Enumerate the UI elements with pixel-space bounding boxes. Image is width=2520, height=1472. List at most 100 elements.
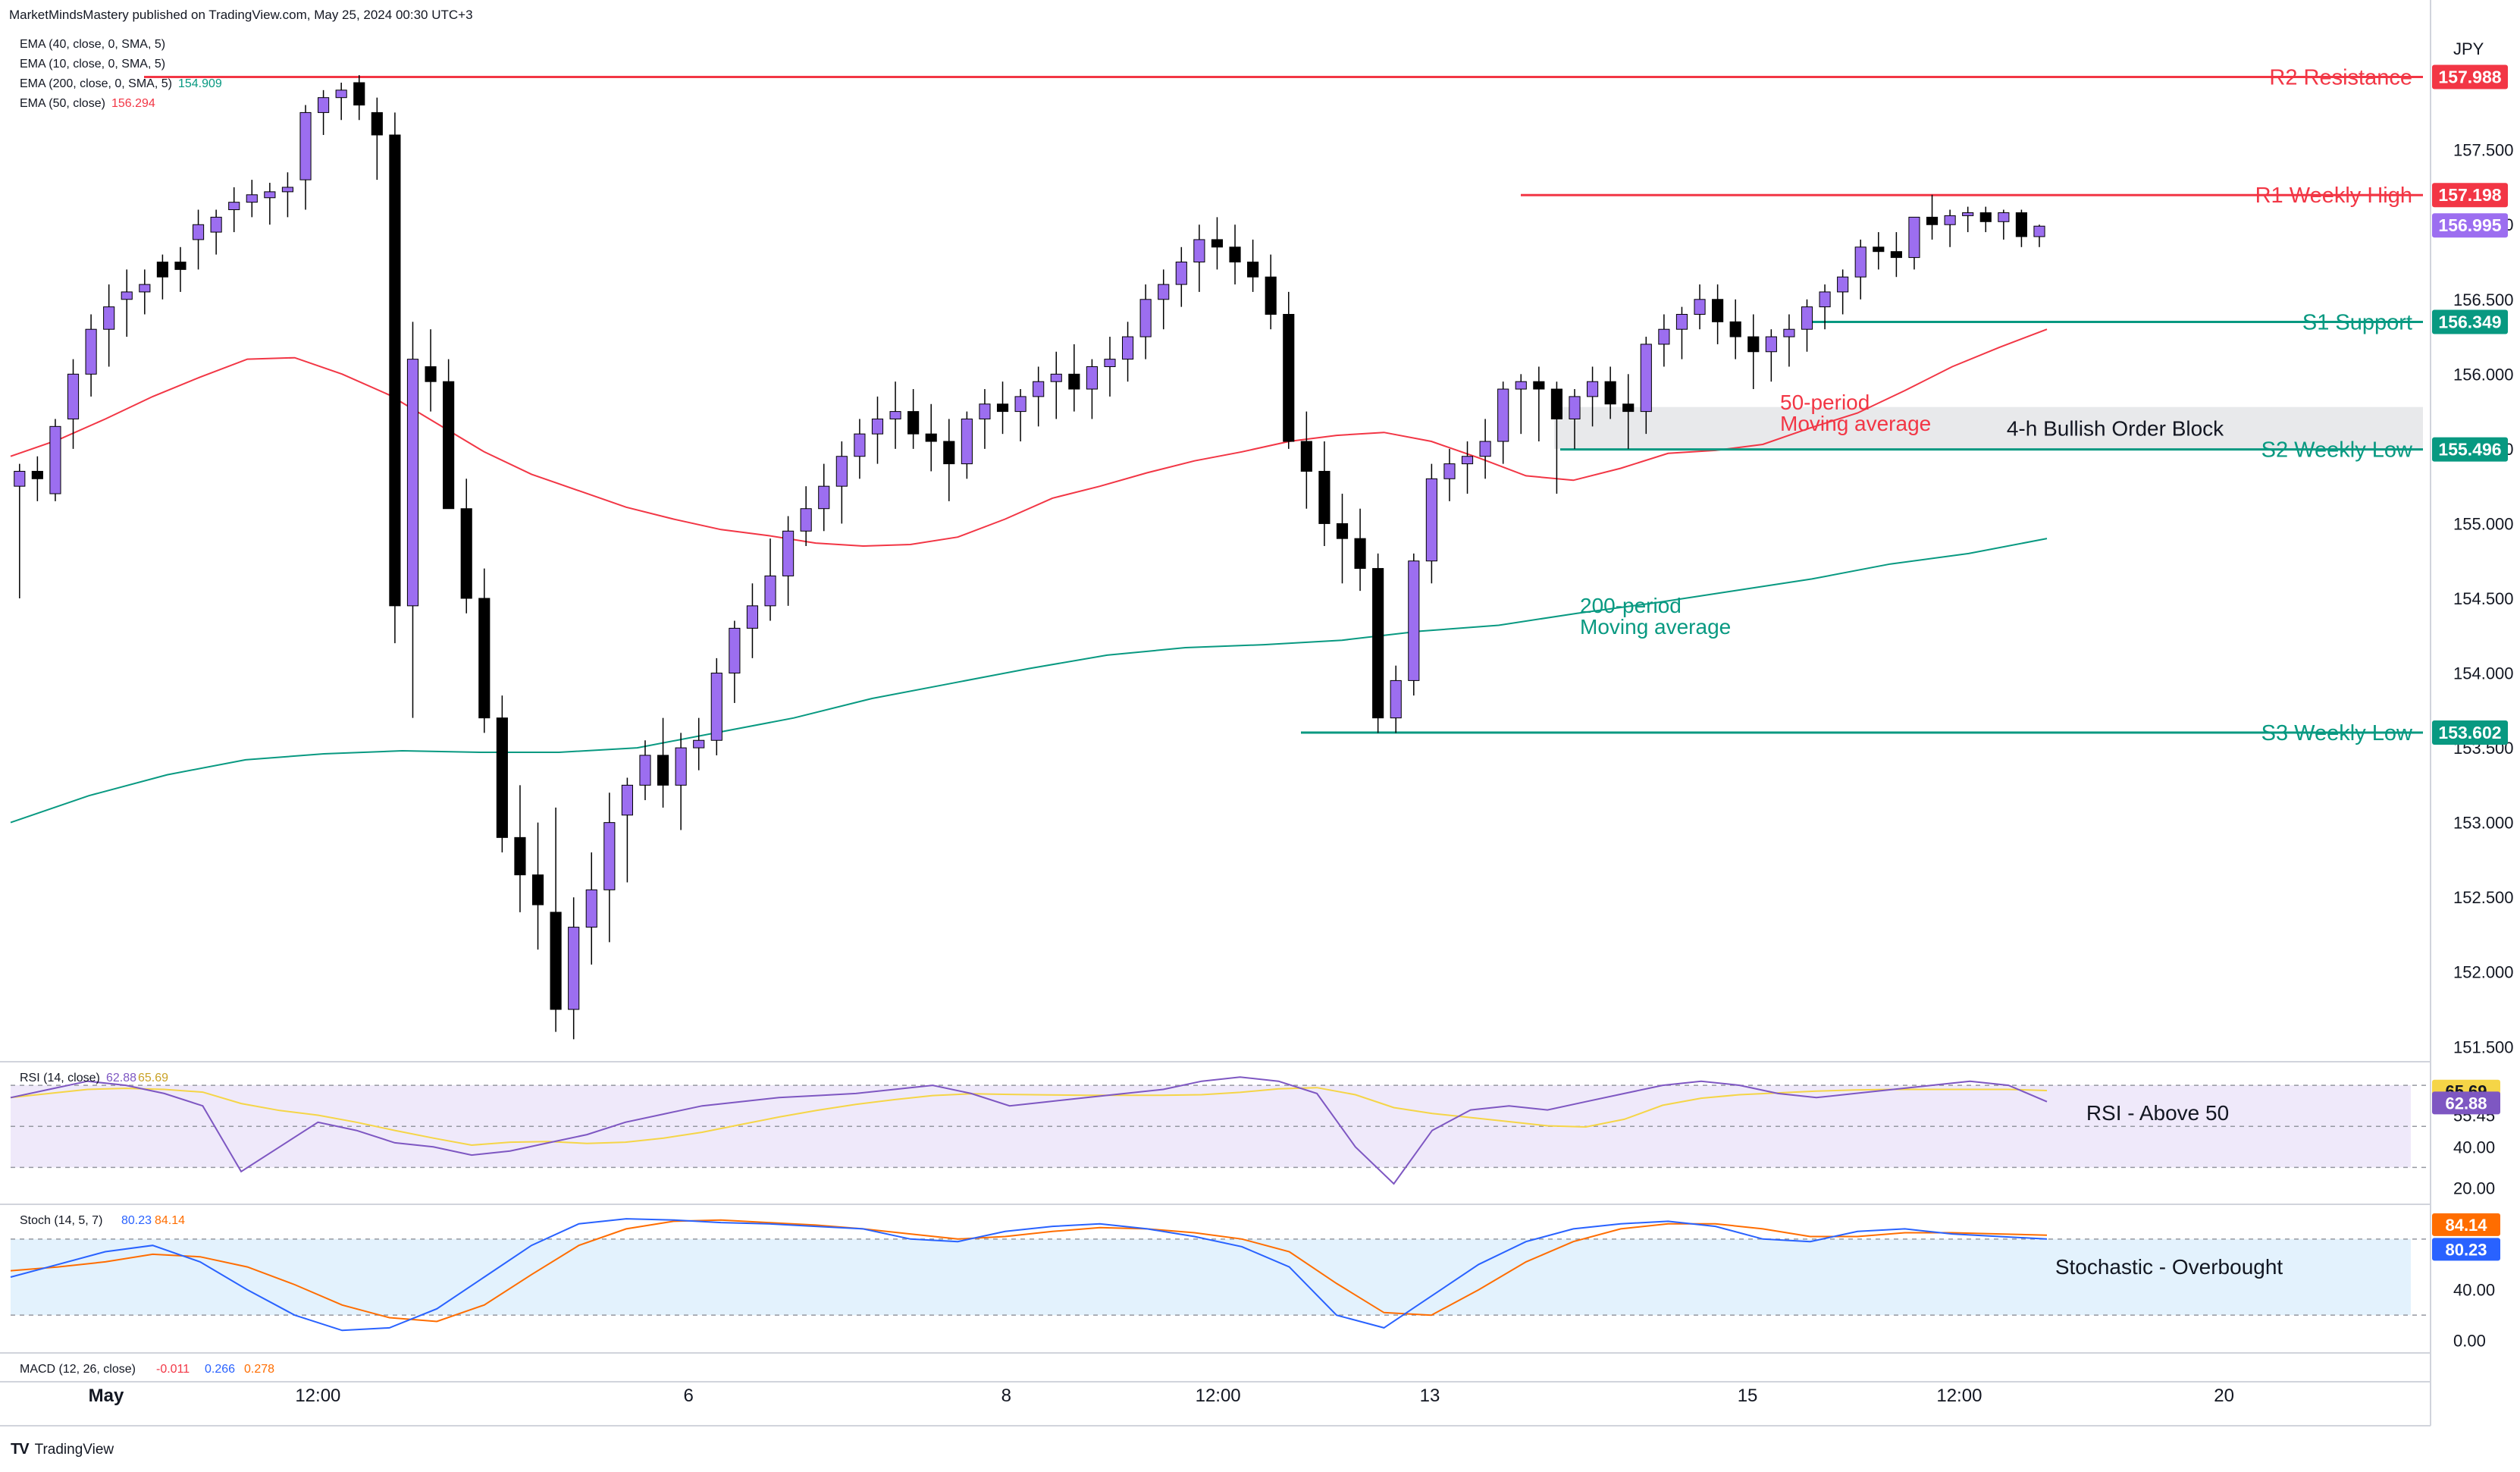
- candle: [1533, 366, 1545, 442]
- candle: [1729, 299, 1741, 359]
- candle: [1104, 337, 1116, 397]
- candle-body: [1604, 381, 1616, 405]
- candle-body: [264, 191, 276, 199]
- candle-body: [1873, 246, 1885, 253]
- candle-body: [1033, 381, 1045, 397]
- candle-body: [1675, 313, 1688, 330]
- candle-body: [550, 912, 562, 1010]
- candle: [1908, 216, 1920, 270]
- stoch-tick-label: 0.00: [2453, 1332, 2486, 1351]
- candle: [871, 396, 884, 464]
- candle-body: [1104, 359, 1116, 367]
- candle-body: [889, 411, 901, 419]
- stoch-price-label: 84.14: [2445, 1216, 2487, 1235]
- candle-body: [371, 111, 383, 136]
- candle: [318, 89, 330, 135]
- candle-body: [1408, 560, 1420, 681]
- candle: [1515, 374, 1527, 435]
- level-price-label: 155.496: [2438, 440, 2501, 460]
- candle-body: [228, 202, 240, 211]
- candle-body: [1586, 381, 1599, 397]
- candle-body: [657, 755, 669, 786]
- candle: [121, 269, 133, 337]
- y-tick-label: 156.500: [2453, 290, 2514, 309]
- candle: [1139, 284, 1152, 359]
- indicator-legend-item[interactable]: EMA (200, close, 0, SMA, 5) 154.909: [20, 77, 222, 91]
- candle-body: [1068, 373, 1080, 390]
- candle: [353, 75, 365, 121]
- candle: [1979, 206, 1992, 233]
- x-tick-label: 13: [1420, 1386, 1440, 1406]
- x-tick-label: 12:00: [1936, 1386, 1982, 1406]
- candle: [443, 359, 455, 510]
- candle: [746, 583, 759, 658]
- y-tick-label: 155.000: [2453, 514, 2514, 533]
- candle: [1425, 463, 1437, 584]
- tradingview-logo-icon: TV: [11, 1441, 30, 1458]
- candle-body: [1819, 291, 1831, 308]
- stoch-tick-label: 40.00: [2453, 1281, 2495, 1300]
- indicator-legend-value: 154.909: [177, 77, 222, 90]
- candle: [818, 463, 830, 532]
- candle: [729, 620, 741, 703]
- candle-body: [746, 605, 759, 629]
- candle-body: [514, 836, 526, 876]
- candle-body: [2015, 212, 2027, 237]
- candle: [1926, 194, 1939, 240]
- tradingview-footer[interactable]: TV TradingView: [11, 1441, 114, 1458]
- candle-body: [1247, 262, 1259, 278]
- candle: [1390, 665, 1402, 733]
- candle-body: [335, 89, 347, 99]
- indicator-legend-item[interactable]: EMA (10, close, 0, SMA, 5): [20, 58, 165, 71]
- level-label: S2 Weekly Low: [2261, 438, 2413, 463]
- candle: [639, 740, 651, 801]
- candle: [1675, 306, 1688, 359]
- candle: [1694, 284, 1706, 330]
- candle-body: [1461, 456, 1474, 465]
- rsi-tick-label: 40.00: [2453, 1138, 2495, 1157]
- candle-body: [1854, 246, 1866, 278]
- candle-body: [568, 927, 580, 1010]
- macd-legend-signal: 0.278: [244, 1363, 274, 1376]
- x-tick-label: May: [89, 1386, 124, 1406]
- candle-body: [764, 575, 776, 607]
- indicator-legend-item[interactable]: EMA (40, close, 0, SMA, 5): [20, 38, 165, 52]
- candle-body: [1533, 381, 1545, 390]
- candle: [1962, 206, 1974, 233]
- rsi-legend-value: 62.88: [106, 1072, 136, 1084]
- candle: [103, 284, 115, 367]
- candle: [657, 717, 669, 808]
- candle: [1497, 381, 1509, 464]
- candle: [1408, 553, 1420, 696]
- stoch-band: [11, 1238, 2411, 1316]
- level-resistance: R2 Resistance 157.988: [144, 64, 2508, 89]
- candle-body: [1175, 262, 1187, 285]
- candle: [1211, 217, 1224, 270]
- publisher-header: MarketMindsMastery published on TradingV…: [9, 8, 473, 22]
- candle: [907, 389, 920, 449]
- candle-body: [854, 433, 866, 457]
- candle: [1837, 269, 1849, 315]
- stoch-legend-k: 80.23: [121, 1214, 152, 1227]
- ma50-annotation-line2: Moving average: [1780, 412, 1931, 435]
- last-price-badge: [2432, 213, 2508, 238]
- candle: [675, 733, 687, 830]
- candle-body: [1158, 284, 1170, 300]
- candle-body: [675, 747, 687, 786]
- candle: [854, 419, 866, 479]
- candle-body: [871, 418, 884, 435]
- candle: [1461, 441, 1474, 494]
- candle: [192, 209, 205, 270]
- candle: [1747, 314, 1760, 390]
- candle-body: [639, 755, 651, 786]
- candle: [1121, 322, 1134, 382]
- candle: [85, 314, 97, 397]
- level-price-label: 157.198: [2438, 185, 2501, 205]
- level-support: S2 Weekly Low 155.496: [1560, 437, 2508, 463]
- candle-body: [1622, 403, 1635, 413]
- indicator-legend-item[interactable]: EMA (50, close) 156.294: [20, 97, 155, 111]
- candle-body: [139, 284, 151, 293]
- candle-body: [1229, 246, 1241, 263]
- candle-body: [406, 359, 419, 607]
